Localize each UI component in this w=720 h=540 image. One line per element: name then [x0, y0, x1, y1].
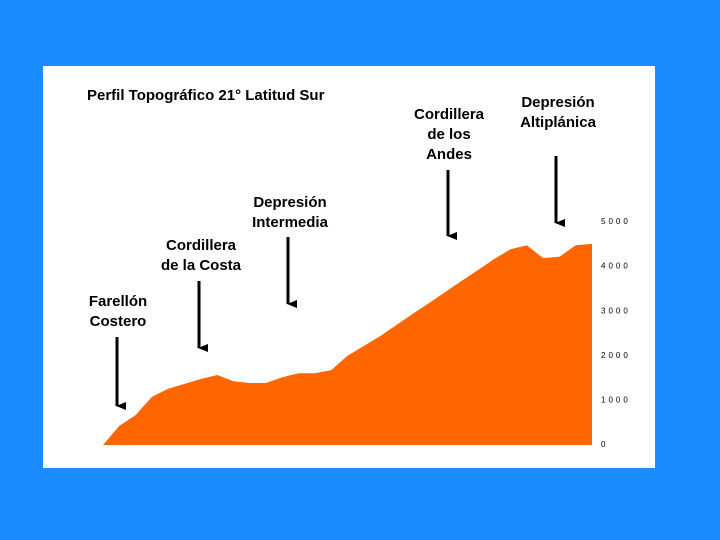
- annotation-label: Cordillera: [166, 237, 237, 254]
- y-tick-label: 2000: [601, 351, 631, 360]
- chart-title: Perfil Topográfico 21° Latitud Sur: [87, 87, 325, 104]
- y-tick-label: 4000: [601, 262, 631, 271]
- annotation-label: Altiplánica: [520, 114, 597, 131]
- annotation-label: de la Costa: [161, 257, 242, 274]
- annotation-label: Cordillera: [414, 106, 485, 123]
- y-tick-label: 5000: [601, 217, 631, 226]
- annotation-label: Depresión: [253, 194, 326, 211]
- terrain-area: [103, 243, 592, 445]
- annotation-label: Costero: [90, 313, 147, 330]
- annotation-label: Andes: [426, 146, 472, 163]
- annotation-label: Farellón: [89, 293, 147, 310]
- y-tick-label: 3000: [601, 306, 631, 315]
- annotation-label: Depresión: [521, 94, 594, 111]
- annotation-label: Intermedia: [252, 214, 329, 231]
- y-tick-label: 0: [601, 440, 608, 449]
- y-tick-label: 1000: [601, 396, 631, 405]
- annotation-label: de los: [427, 126, 470, 143]
